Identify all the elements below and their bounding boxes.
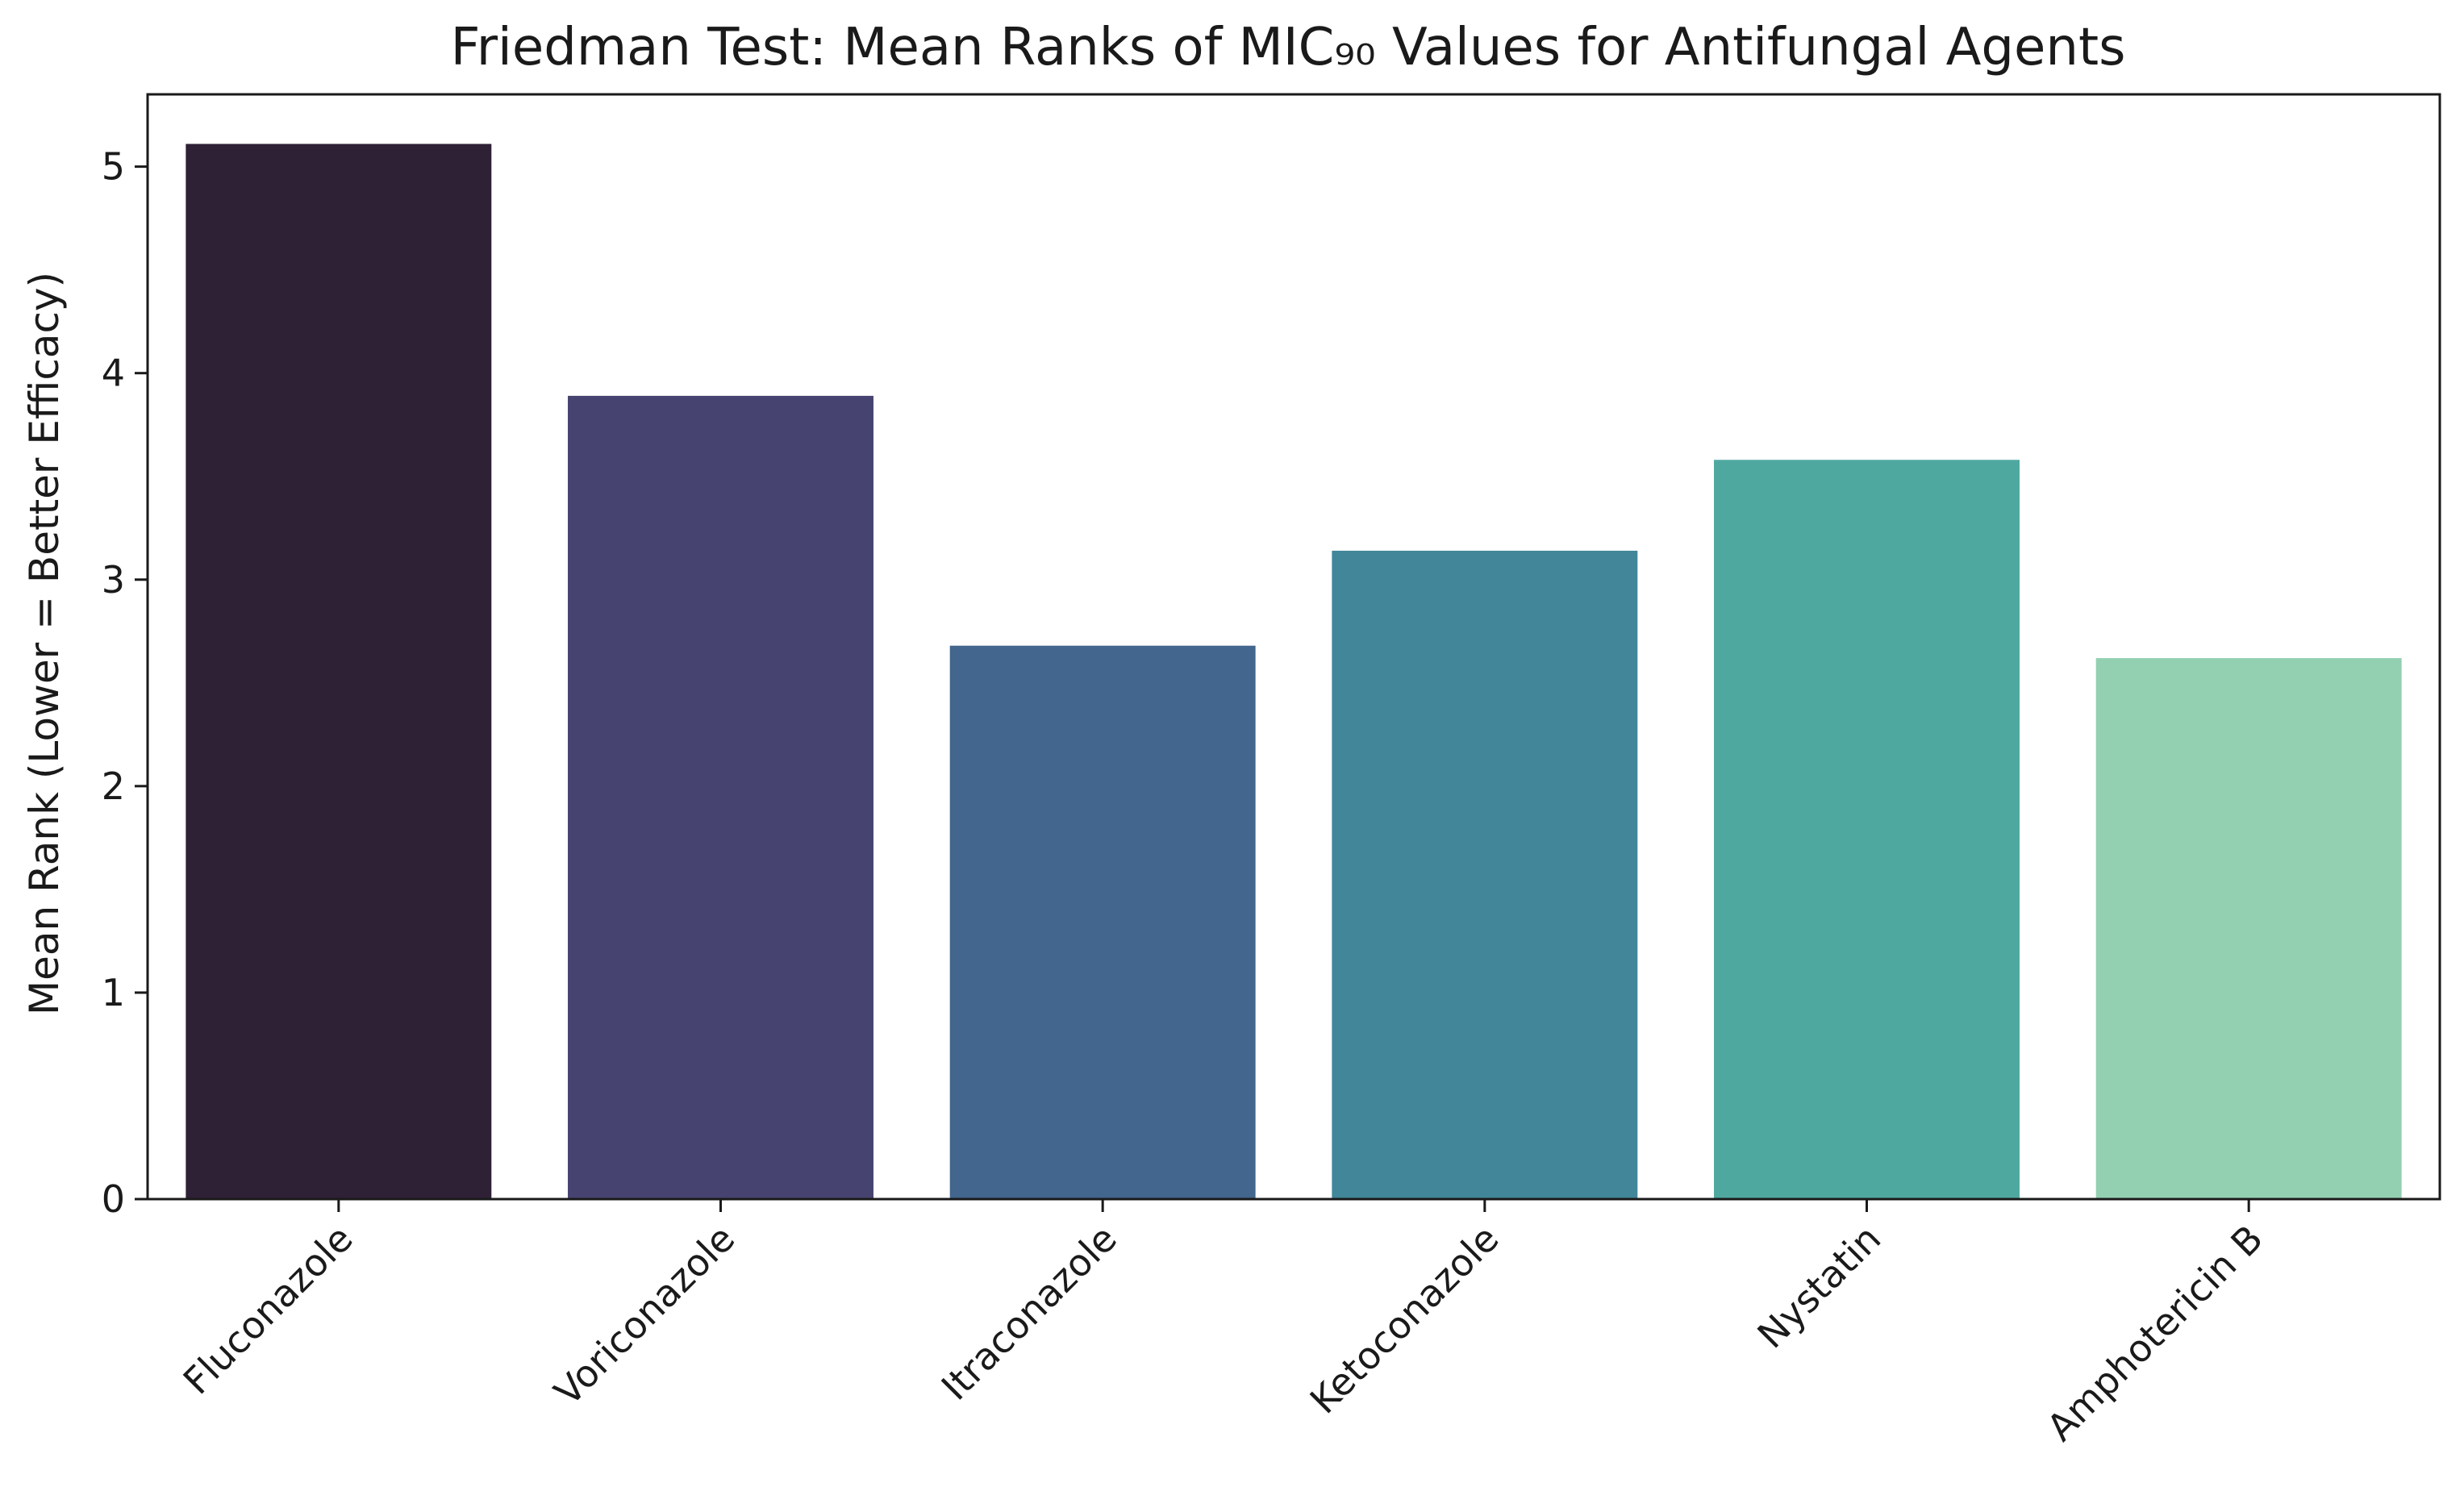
y-tick-label: 0 xyxy=(102,1177,125,1221)
x-tick-label: Fluconazole xyxy=(175,1217,361,1403)
y-axis-ticks: 0 1 2 3 4 5 xyxy=(102,145,148,1221)
chart-title: Friedman Test: Mean Ranks of MIC₉₀ Value… xyxy=(451,18,2126,77)
bar-voriconazole xyxy=(568,395,873,1200)
bar-itraconazole xyxy=(949,645,1256,1199)
x-tick-label: Nystatin xyxy=(1749,1217,1889,1357)
y-tick-label: 3 xyxy=(102,558,125,602)
bars-group xyxy=(186,144,2402,1200)
y-tick-label: 5 xyxy=(102,145,125,189)
bar-fluconazole xyxy=(186,144,492,1199)
x-axis-ticks: Fluconazole Voriconazole Itraconazole Ketoc… xyxy=(175,1199,2271,1449)
y-tick-label: 2 xyxy=(102,764,125,808)
x-tick-label: Itraconazole xyxy=(933,1217,1125,1409)
x-tick-label: Amphotericin B xyxy=(2038,1217,2271,1450)
plot-area-frame xyxy=(146,93,2441,1201)
y-axis-label: Mean Rank (Lower = Better Efficacy) xyxy=(21,272,68,1015)
bar-amphotericin-b xyxy=(2095,658,2402,1199)
x-tick-label: Voriconazole xyxy=(546,1217,744,1414)
x-tick-label: Ketoconazole xyxy=(1302,1217,1507,1422)
bar-nystatin xyxy=(1714,460,2020,1199)
bar-ketoconazole xyxy=(1332,550,1638,1199)
y-tick-label: 4 xyxy=(102,352,125,395)
y-tick-label: 1 xyxy=(102,971,125,1014)
